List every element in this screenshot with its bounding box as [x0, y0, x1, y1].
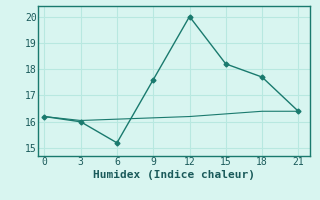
X-axis label: Humidex (Indice chaleur): Humidex (Indice chaleur): [93, 170, 255, 180]
